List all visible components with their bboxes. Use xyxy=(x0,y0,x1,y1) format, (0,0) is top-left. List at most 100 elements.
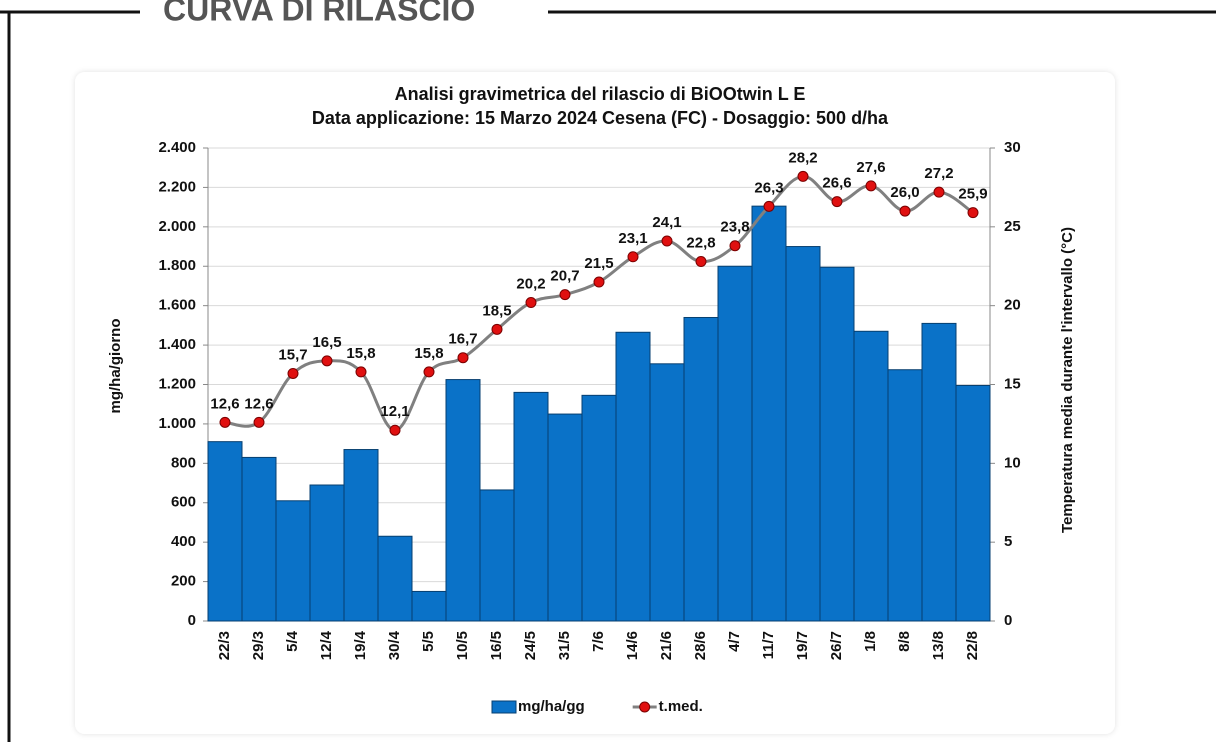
marker xyxy=(797,170,809,182)
x-tick-label: 4/7 xyxy=(726,631,743,652)
bar xyxy=(785,246,821,622)
marker xyxy=(967,207,979,219)
marker xyxy=(559,289,571,301)
bar xyxy=(445,379,481,622)
data-label: 23,8 xyxy=(720,219,749,236)
bar xyxy=(377,535,413,622)
y-tick-label: 400 xyxy=(171,533,196,550)
bar xyxy=(411,590,447,622)
data-label: 18,5 xyxy=(482,302,511,319)
x-tick-label: 28/6 xyxy=(692,631,709,660)
x-tick-label: 30/4 xyxy=(386,630,403,660)
x-tick-label: 7/6 xyxy=(590,631,607,652)
y2-tick-label: 0 xyxy=(1004,612,1012,629)
marker xyxy=(661,235,673,247)
marker xyxy=(491,323,503,335)
marker xyxy=(423,366,435,378)
x-tick-label: 12/4 xyxy=(318,630,335,660)
y-tick-label: 2.400 xyxy=(158,139,196,156)
bar xyxy=(819,266,855,622)
data-label: 24,1 xyxy=(652,214,681,231)
marker xyxy=(525,297,537,309)
data-label: 23,1 xyxy=(618,230,647,247)
marker xyxy=(321,355,333,367)
data-label: 26,3 xyxy=(754,179,783,196)
data-label: 15,7 xyxy=(278,346,307,363)
marker xyxy=(899,205,911,217)
data-label: 12,1 xyxy=(380,403,409,420)
heading: CURVA DI RILASCIO xyxy=(163,0,475,27)
bar xyxy=(343,449,379,622)
bar xyxy=(649,363,685,622)
y-tick-label: 1.000 xyxy=(158,415,196,432)
marker xyxy=(865,180,877,192)
data-label: 21,5 xyxy=(584,255,613,272)
x-tick-label: 31/5 xyxy=(556,631,573,660)
data-label: 12,6 xyxy=(210,395,239,412)
y2-tick-label: 15 xyxy=(1004,375,1021,392)
marker xyxy=(287,367,299,379)
data-label: 27,2 xyxy=(924,165,953,182)
x-tick-label: 19/7 xyxy=(794,631,811,660)
y-tick-label: 800 xyxy=(171,454,196,471)
legend-marker xyxy=(639,701,651,713)
marker xyxy=(933,186,945,198)
data-label: 16,7 xyxy=(448,331,477,348)
chart-title: Analisi gravimetrica del rilascio di BiO… xyxy=(395,84,806,104)
marker xyxy=(627,251,639,263)
y-tick-label: 1.800 xyxy=(158,257,196,274)
data-label: 26,6 xyxy=(822,175,851,192)
y-tick-label: 1.200 xyxy=(158,375,196,392)
data-label: 12,6 xyxy=(244,395,273,412)
x-tick-label: 16/5 xyxy=(488,631,505,660)
x-tick-label: 10/5 xyxy=(454,631,471,660)
marker xyxy=(253,416,265,428)
y-tick-label: 600 xyxy=(171,494,196,511)
bar xyxy=(683,316,719,622)
x-tick-label: 5/5 xyxy=(420,631,437,652)
y-tick-label: 2.200 xyxy=(158,178,196,195)
marker xyxy=(389,424,401,436)
x-tick-label: 1/8 xyxy=(862,631,879,652)
bar xyxy=(751,205,787,622)
x-tick-label: 22/3 xyxy=(216,631,233,660)
data-label: 28,2 xyxy=(788,149,817,166)
bar xyxy=(921,322,957,622)
x-tick-label: 21/6 xyxy=(658,631,675,660)
bar xyxy=(479,489,515,622)
y-tick-label: 200 xyxy=(171,573,196,590)
x-tick-label: 5/4 xyxy=(284,630,301,652)
y2-tick-label: 10 xyxy=(1004,454,1021,471)
data-label: 20,2 xyxy=(516,275,545,292)
marker xyxy=(593,276,605,288)
bar xyxy=(241,456,277,622)
data-label: 25,9 xyxy=(958,186,987,203)
bar xyxy=(717,265,753,622)
bar xyxy=(581,394,617,622)
data-label: 15,8 xyxy=(346,345,375,362)
bar xyxy=(547,413,583,622)
x-tick-label: 11/7 xyxy=(760,631,777,659)
y2-axis-title: Temperatura media durante l'intervallo (… xyxy=(1059,227,1076,533)
marker xyxy=(457,352,469,364)
x-tick-label: 8/8 xyxy=(896,631,913,652)
y2-tick-label: 20 xyxy=(1004,297,1021,314)
x-tick-label: 26/7 xyxy=(828,631,845,660)
data-label: 27,6 xyxy=(856,159,885,176)
marker xyxy=(763,200,775,212)
chart-subtitle: Data applicazione: 15 Marzo 2024 Cesena … xyxy=(312,108,889,128)
bar xyxy=(207,441,243,622)
marker xyxy=(695,256,707,268)
x-tick-label: 13/8 xyxy=(930,631,947,660)
x-tick-label: 22/8 xyxy=(964,631,981,660)
x-tick-label: 14/6 xyxy=(624,631,641,660)
y-tick-label: 2.000 xyxy=(158,218,196,235)
marker xyxy=(831,196,843,208)
legend-label: mg/ha/gg xyxy=(518,698,585,715)
bar xyxy=(853,330,889,622)
bar xyxy=(275,500,311,622)
data-label: 26,0 xyxy=(890,184,919,201)
x-tick-label: 19/4 xyxy=(352,630,369,660)
